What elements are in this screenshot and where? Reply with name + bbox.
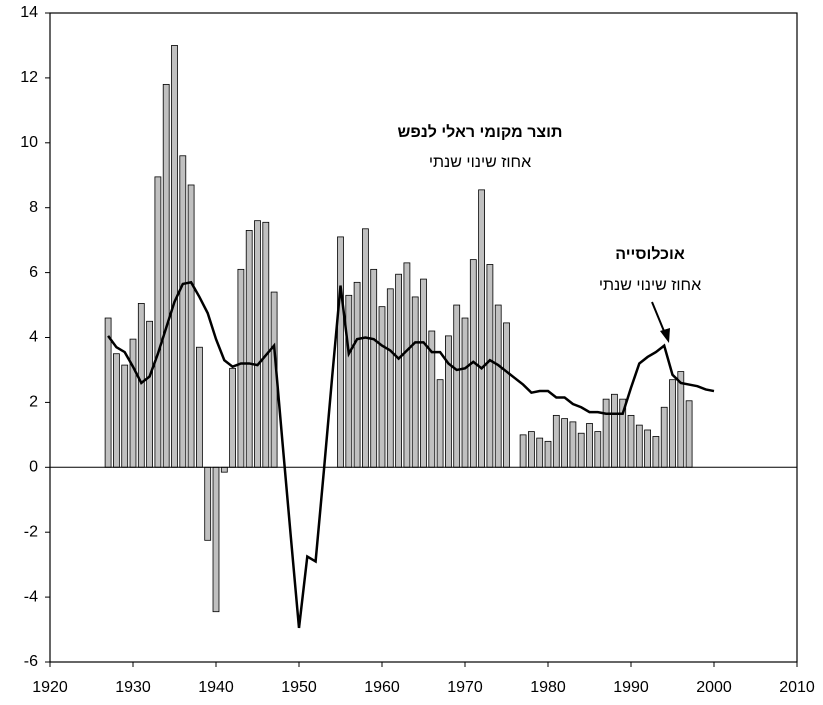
bar: [337, 236, 344, 468]
x-tick-label: 1980: [530, 679, 566, 696]
bar: [362, 228, 369, 468]
bar: [154, 176, 162, 468]
bar: [162, 83, 170, 468]
bar: [461, 317, 469, 468]
pop-unit: אחוז שינוי שנתי: [599, 277, 701, 294]
bar: [611, 393, 618, 468]
x-tick-label: 1990: [613, 679, 649, 696]
bar: [528, 431, 535, 468]
bar: [212, 466, 220, 613]
x-tick-label: 1940: [198, 679, 234, 696]
bar: [262, 221, 270, 468]
bar: [171, 45, 178, 468]
bar: [254, 220, 261, 468]
bar: [552, 414, 560, 468]
gdp-unit: אחוז שינוי שנתי: [429, 154, 531, 171]
x-tick-label: 1960: [364, 679, 400, 696]
bar: [494, 304, 502, 468]
bar: [453, 304, 461, 468]
bar: [386, 288, 394, 468]
y-tick-label: 0: [29, 459, 38, 476]
bar: [677, 371, 685, 468]
bar: [519, 434, 527, 468]
gdp-label: תוצר מקומי ראלי לנפש: [398, 123, 563, 141]
bar: [503, 322, 510, 468]
bar: [577, 432, 585, 468]
bar: [395, 273, 402, 468]
y-tick-label: 8: [29, 199, 38, 216]
x-tick-label: 1920: [32, 679, 68, 696]
bar: [420, 278, 427, 468]
bar: [129, 338, 137, 468]
x-tick-label: 2010: [779, 679, 815, 696]
bar: [685, 400, 693, 468]
y-tick-label: 4: [29, 329, 38, 346]
bar: [187, 184, 195, 468]
bar: [411, 296, 419, 468]
x-tick-label: 1930: [115, 679, 151, 696]
pop-label: אוכלוסייה: [615, 245, 685, 263]
bar: [204, 466, 212, 541]
bar: [436, 379, 444, 468]
bar: [229, 367, 236, 468]
bar: [586, 423, 593, 468]
bar: [644, 429, 651, 468]
bar: [353, 281, 361, 468]
bar: [478, 189, 485, 468]
y-tick-label: 6: [29, 264, 38, 281]
bar: [146, 320, 153, 468]
plot-frame: [49, 12, 798, 663]
bar: [403, 262, 411, 468]
bar: [660, 406, 668, 468]
bar: [445, 335, 452, 468]
bar: [121, 364, 129, 468]
y-tick-label: 12: [20, 69, 38, 86]
x-tick-label: 1950: [281, 679, 317, 696]
line: [107, 280, 715, 629]
arrow-head: [660, 328, 670, 343]
bar: [179, 155, 187, 468]
bar: [196, 346, 203, 468]
bar: [370, 268, 378, 468]
y-tick-label: 2: [29, 394, 38, 411]
bar: [113, 353, 120, 468]
bar: [486, 264, 494, 468]
bar: [652, 436, 660, 468]
bar: [602, 398, 610, 468]
x-tick-label: 2000: [696, 679, 732, 696]
bar: [635, 424, 643, 468]
y-tick-label: -4: [24, 588, 38, 605]
bar: [345, 294, 353, 468]
x-tick-label: 1970: [447, 679, 483, 696]
bar: [536, 437, 544, 468]
bar: [561, 418, 568, 468]
bar: [594, 431, 602, 468]
y-tick-label: -6: [24, 653, 38, 670]
bar: [220, 466, 228, 473]
bar: [245, 230, 253, 468]
bar: [544, 440, 552, 468]
y-tick-label: 10: [20, 134, 38, 151]
y-tick-label: -2: [24, 523, 38, 540]
y-tick-label: 14: [20, 4, 38, 21]
bar: [569, 421, 577, 468]
bar: [237, 268, 245, 468]
bar: [137, 303, 145, 468]
bar: [669, 379, 676, 468]
bar: [378, 306, 386, 468]
bar: [627, 414, 635, 468]
